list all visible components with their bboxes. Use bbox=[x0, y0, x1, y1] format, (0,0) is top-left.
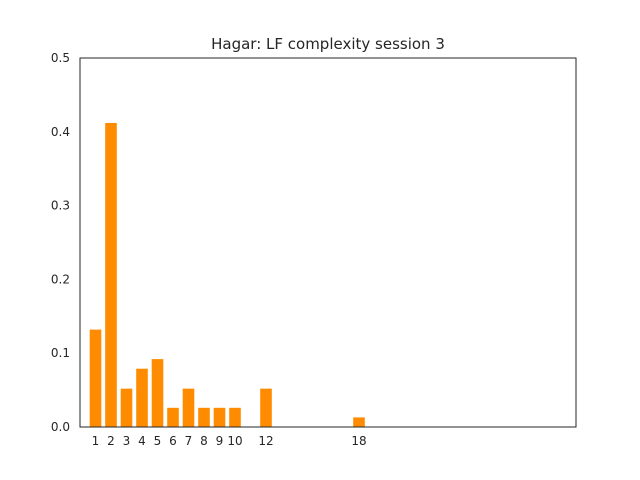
x-tick-label: 8 bbox=[200, 434, 208, 448]
x-tick-label: 4 bbox=[138, 434, 146, 448]
x-tick-label: 1 bbox=[92, 434, 100, 448]
x-axis: 1 2 3 4 5 6 7 8 9 10 12 18 bbox=[92, 434, 367, 448]
x-tick-label: 6 bbox=[169, 434, 177, 448]
bar bbox=[198, 407, 210, 427]
x-tick-label: 3 bbox=[123, 434, 131, 448]
bar bbox=[120, 388, 133, 427]
bars bbox=[89, 122, 365, 427]
bar bbox=[89, 329, 102, 427]
y-tick-label: 0.0 bbox=[51, 420, 70, 434]
y-tick-label: 0.4 bbox=[51, 125, 70, 139]
y-axis: 0.0 0.1 0.2 0.3 0.4 0.5 bbox=[51, 51, 70, 434]
x-tick-label: 7 bbox=[185, 434, 193, 448]
y-tick-label: 0.3 bbox=[51, 199, 70, 213]
x-tick-label: 12 bbox=[258, 434, 273, 448]
bar bbox=[136, 368, 148, 427]
y-tick-label: 0.5 bbox=[51, 51, 70, 65]
bar bbox=[105, 122, 117, 427]
plot-frame bbox=[79, 57, 577, 428]
x-tick-label: 5 bbox=[154, 434, 162, 448]
bar bbox=[353, 417, 365, 427]
x-tick-label: 9 bbox=[216, 434, 224, 448]
x-tick-label: 2 bbox=[107, 434, 115, 448]
bar bbox=[151, 359, 164, 427]
y-tick-label: 0.1 bbox=[51, 346, 70, 360]
bar bbox=[229, 407, 241, 427]
x-tick-label: 10 bbox=[227, 434, 242, 448]
x-tick-label: 18 bbox=[351, 434, 366, 448]
bar bbox=[182, 388, 195, 427]
bar bbox=[167, 407, 179, 427]
y-tick-label: 0.2 bbox=[51, 272, 70, 286]
bar bbox=[213, 407, 226, 427]
chart-title: Hagar: LF complexity session 3 bbox=[211, 35, 445, 53]
bar bbox=[260, 388, 272, 427]
